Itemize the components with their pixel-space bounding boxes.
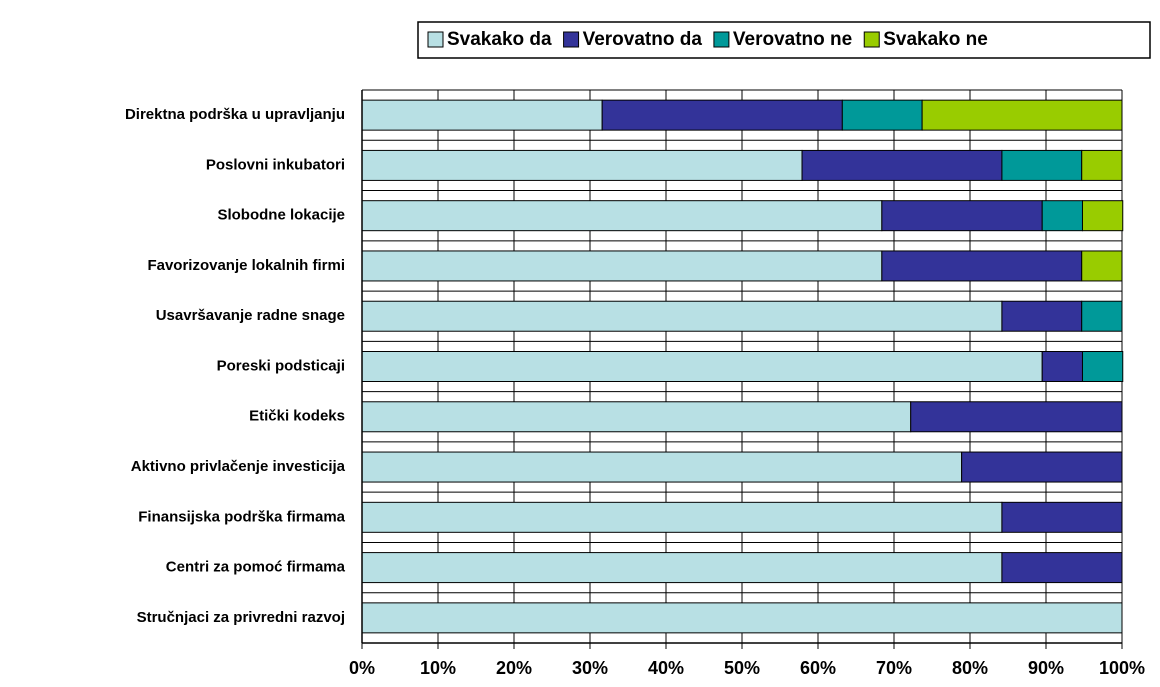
legend: Svakako da Verovatno da Verovatno ne Svakak… — [427, 29, 988, 50]
y-tick-label: Stručnjaci za privredni razvoj — [137, 609, 345, 626]
bar-segment — [361, 351, 1043, 382]
x-tick-label: 100% — [1099, 658, 1145, 678]
bar-segment — [361, 501, 1003, 533]
legend-label: Verovatno ne — [733, 29, 852, 50]
y-tick-label: Finansijska podrška firmama — [138, 508, 345, 525]
x-tick-label: 30% — [572, 658, 608, 678]
legend-box — [417, 21, 1151, 59]
bar-segment — [1081, 200, 1124, 232]
bar-segment — [361, 200, 883, 232]
bar-segment — [361, 250, 883, 282]
bar-segment — [1081, 250, 1123, 282]
y-tick-label: Centri za pomoć firmama — [166, 559, 346, 576]
legend-label: Verovatno da — [583, 29, 703, 50]
y-tick-label: Poreski podsticaji — [217, 357, 345, 374]
bar-segment — [361, 401, 912, 433]
legend-swatch — [563, 31, 580, 48]
y-tick-label: Aktivno privlačenje investicija — [131, 458, 346, 475]
bar-segment — [361, 602, 1123, 634]
x-tick-label: 40% — [648, 658, 684, 678]
y-tick-label: Etički kodeks — [249, 408, 345, 425]
y-tick-label: Usavršavanje radne snage — [156, 307, 345, 324]
bar-segment — [910, 401, 1123, 433]
bar-segment — [361, 552, 1003, 584]
bar-segment — [881, 250, 1083, 282]
bar-segment — [1001, 300, 1083, 332]
bar-segment — [361, 149, 803, 181]
bar-segment — [921, 99, 1123, 131]
x-tick-label: 90% — [1028, 658, 1064, 678]
x-tick-label: 70% — [876, 658, 912, 678]
y-tick-label: Favorizovanje lokalnih firmi — [147, 257, 345, 274]
bar-segment — [1041, 351, 1083, 382]
bar-segment — [361, 99, 603, 131]
x-tick-label: 10% — [420, 658, 456, 678]
bar-segment — [1001, 149, 1083, 181]
x-tick-label: 20% — [496, 658, 532, 678]
y-tick-label: Direktna podrška u upravljanju — [125, 106, 345, 123]
bar-segment — [841, 99, 923, 131]
legend-swatch — [427, 31, 444, 48]
x-tick-label: 60% — [800, 658, 836, 678]
legend-swatch — [713, 31, 730, 48]
bar-segment — [881, 200, 1043, 232]
legend-swatch — [863, 31, 880, 48]
bar-segment — [361, 300, 1003, 332]
bar-segment — [1081, 351, 1124, 382]
legend-label: Svakako ne — [883, 29, 988, 50]
bar-segment — [1081, 300, 1123, 332]
y-tick-label: Poslovni inkubatori — [206, 156, 345, 173]
x-tick-label: 80% — [952, 658, 988, 678]
legend-label: Svakako da — [447, 29, 552, 50]
bar-segment — [601, 99, 843, 131]
bar-segment — [1001, 552, 1123, 584]
bar-segment — [1041, 200, 1083, 232]
y-tick-label: Slobodne lokacije — [217, 207, 345, 224]
x-tick-label: 50% — [724, 658, 760, 678]
x-tick-label: 0% — [349, 658, 375, 678]
bar-segment — [1081, 149, 1123, 181]
bar-segment — [961, 451, 1123, 483]
bar-segment — [801, 149, 1003, 181]
bar-segment — [1001, 501, 1123, 533]
bar-segment — [361, 451, 963, 483]
